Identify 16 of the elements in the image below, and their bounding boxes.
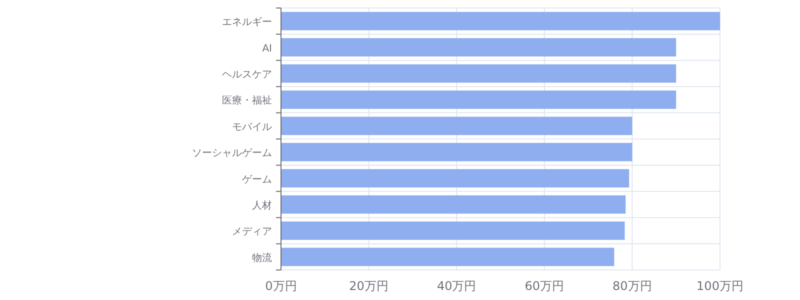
x-tick-label: 20万円 — [349, 279, 388, 293]
y-tick-label: モバイル — [232, 122, 272, 133]
y-tick-label: エネルギー — [222, 16, 272, 28]
x-tick-label: 60万円 — [524, 279, 564, 293]
y-tick-label: ゲーム — [242, 174, 272, 186]
y-tick-label: ヘルスケア — [222, 70, 272, 80]
y-tick-label: 物流 — [252, 252, 272, 264]
y-tick-label: ソーシャルゲーム — [192, 148, 272, 160]
x-tick-label: 40万円 — [436, 279, 476, 293]
y-tick-label: AI — [262, 43, 272, 54]
y-tick-label: 人材 — [252, 200, 272, 212]
x-tick-label: 0万円 — [265, 279, 297, 293]
x-tick-label: 100万円 — [696, 279, 744, 293]
y-tick-label: 医療・福祉 — [222, 94, 272, 107]
x-tick-label: 80万円 — [612, 279, 652, 293]
y-tick-label: メディア — [232, 226, 272, 238]
